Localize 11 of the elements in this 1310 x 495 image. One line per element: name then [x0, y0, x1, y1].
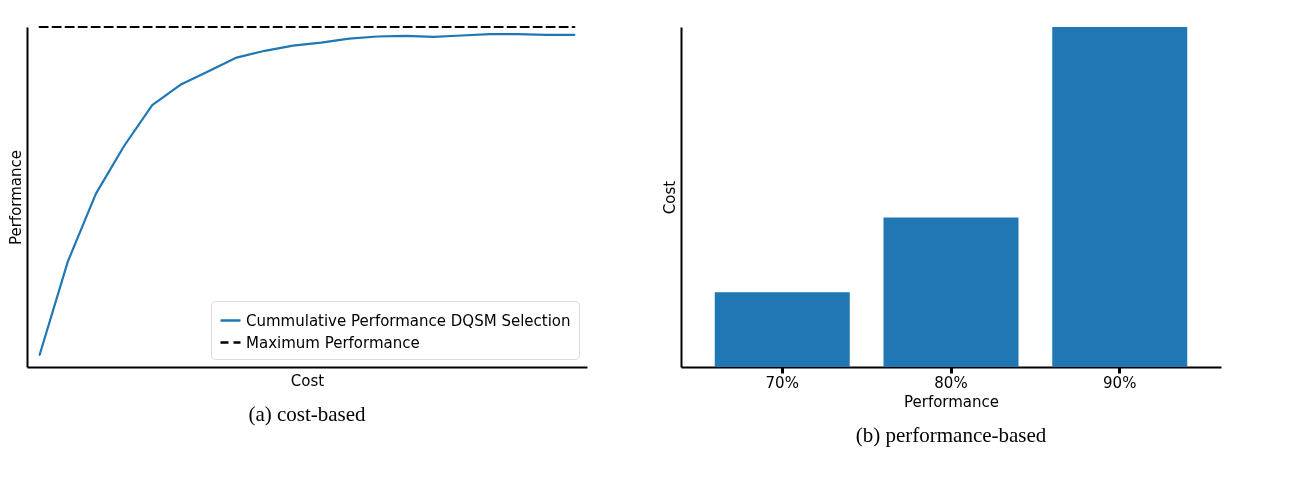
y-axis-title: Performance — [6, 149, 25, 246]
x-axis-title: Performance — [903, 392, 1000, 411]
y-axis-title: Cost — [660, 180, 679, 215]
legend-label: Cummulative Performance DQSM Selection — [246, 311, 571, 330]
x-axis-title: Cost — [290, 371, 325, 390]
text: (a) cost-based — [248, 402, 367, 426]
x-tick-label: 70% — [765, 373, 799, 392]
x-tick-label: 90% — [1103, 373, 1137, 392]
text: (b) performance-based — [855, 423, 1047, 447]
x-tick-label: 80% — [934, 373, 968, 392]
legend-label: Maximum Performance — [246, 333, 420, 352]
